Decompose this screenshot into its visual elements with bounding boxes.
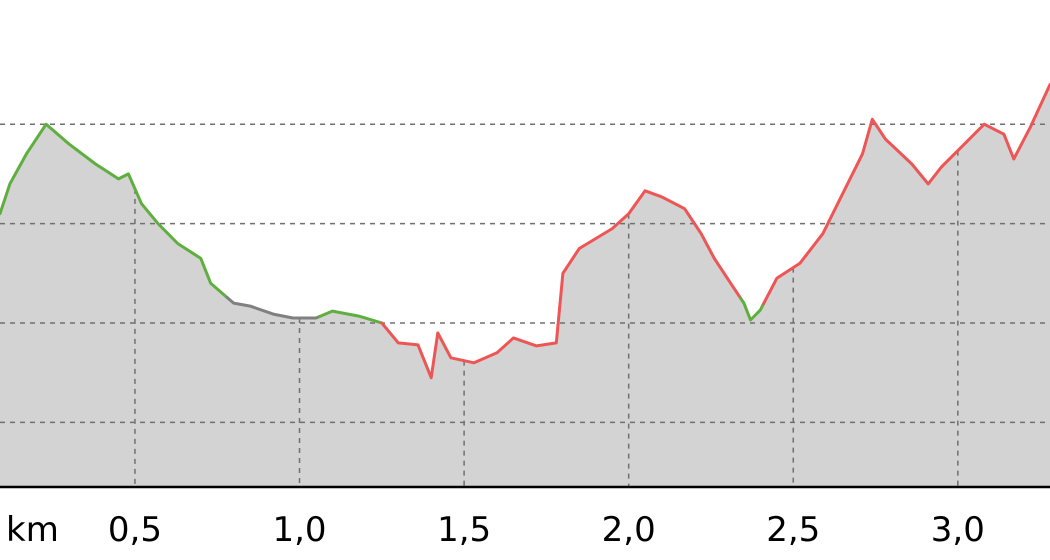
- x-tick-label: 3,0: [931, 510, 985, 550]
- profile-line-layer: [0, 83, 1050, 380]
- x-axis-ticks: 0,5 1,0 1,5 2,0 2,5 3,0: [108, 510, 985, 550]
- x-tick-label: 1,0: [272, 510, 326, 550]
- profile-segment-flat: [225, 296, 321, 320]
- x-tick-label: 0,5: [108, 510, 162, 550]
- profile-area-layer: [0, 84, 1050, 487]
- profile-segment-steep: [762, 83, 1050, 306]
- profile-segment-steep: [380, 189, 743, 380]
- x-tick-label: 2,5: [766, 510, 820, 550]
- x-axis-unit-label: km: [6, 510, 59, 550]
- profile-segment-moderate: [0, 122, 229, 299]
- profile-segment-moderate: [739, 296, 766, 322]
- profile-area: [0, 84, 1050, 487]
- x-tick-label: 2,0: [602, 510, 656, 550]
- x-tick-label: 1,5: [437, 510, 491, 550]
- profile-segment-moderate: [317, 309, 384, 325]
